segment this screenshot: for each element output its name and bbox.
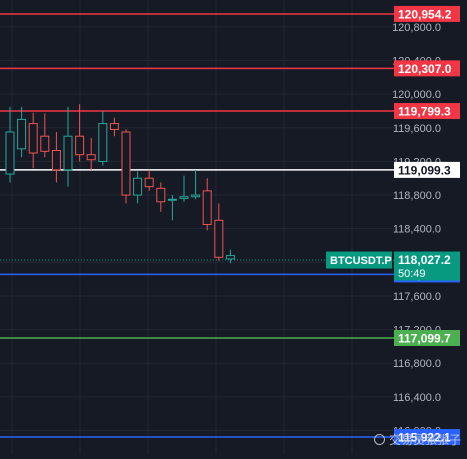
level-price-label: 120,307.0 xyxy=(398,62,452,76)
candle-body xyxy=(214,219,224,258)
level-price-tag xyxy=(394,429,460,446)
y-tick-label: 116,400.0 xyxy=(393,392,441,404)
candle-body xyxy=(86,154,96,161)
candle-body xyxy=(191,194,201,198)
y-tick-label: 119,600.0 xyxy=(393,123,441,135)
y-tick-label: 118,800.0 xyxy=(393,190,441,202)
candle-body xyxy=(109,123,119,130)
y-tick-label: 116,800.0 xyxy=(393,358,441,370)
last-price-label: 118,027.2 xyxy=(398,253,451,267)
candle-body xyxy=(225,255,235,260)
level-price-label: 117,099.7 xyxy=(398,332,451,346)
level-price-tag xyxy=(394,103,460,120)
candle-body xyxy=(75,135,85,156)
level-price-label: 119,799.3 xyxy=(398,105,451,119)
watermark-logo-icon xyxy=(373,434,385,445)
countdown-label: 50:49 xyxy=(398,268,426,280)
symbol-tag xyxy=(326,251,392,269)
candle-body xyxy=(202,190,212,225)
last-price-tag xyxy=(394,251,460,281)
level-price-label: 120,954.2 xyxy=(398,7,452,21)
candle-body xyxy=(167,198,177,201)
level-price-label: 115,922.1 xyxy=(398,431,451,445)
watermark-text: 交易员张张子 xyxy=(388,433,461,447)
level-price-label: 119,099.3 xyxy=(398,163,451,177)
y-tick-label: 117,600.0 xyxy=(393,291,441,303)
y-tick-label: 120,000.0 xyxy=(392,89,441,101)
level-price-tag xyxy=(394,330,460,347)
level-price-tag xyxy=(394,5,460,22)
candle-body xyxy=(40,135,50,152)
candle-body xyxy=(28,123,38,154)
candle-body xyxy=(98,123,108,162)
candle-body xyxy=(51,149,61,171)
y-tick-label: 118,400.0 xyxy=(393,224,441,236)
y-tick-label: 120,800.0 xyxy=(392,22,441,34)
candle-body xyxy=(5,131,15,175)
candle-body xyxy=(133,177,143,196)
candle-body xyxy=(144,177,154,188)
watermark: 交易员张张子 xyxy=(373,431,461,448)
candle-body xyxy=(17,118,27,150)
level-price-tag xyxy=(394,161,460,178)
candle-body xyxy=(179,196,189,199)
candle-body xyxy=(156,187,166,203)
candle-body xyxy=(121,131,131,196)
level-price-tag xyxy=(394,60,460,77)
symbol-label: BTCUSDT.P xyxy=(330,255,392,267)
candle-body xyxy=(63,135,73,171)
